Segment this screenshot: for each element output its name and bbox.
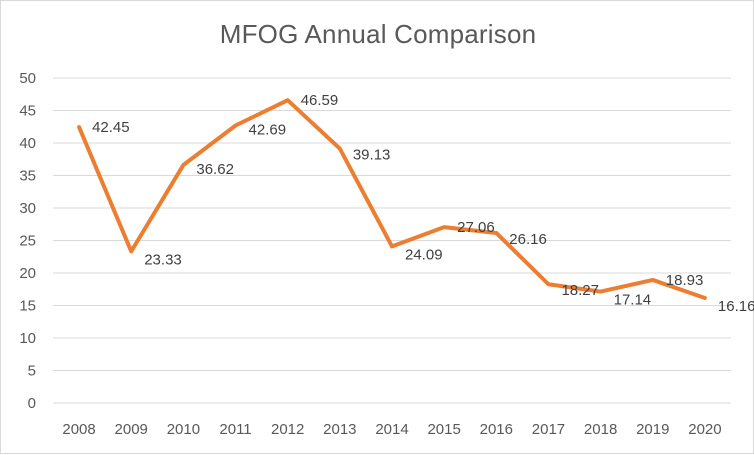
x-tick-label: 2015 [427, 421, 460, 438]
y-tick-label: 35 [19, 168, 36, 185]
x-tick-label: 2014 [375, 421, 408, 438]
data-label: 24.09 [405, 246, 443, 263]
x-tick-label: 2008 [62, 421, 95, 438]
data-label: 27.06 [457, 219, 495, 236]
data-label: 42.45 [92, 119, 130, 136]
y-tick-label: 50 [19, 70, 36, 87]
y-tick-label: 25 [19, 233, 36, 250]
x-tick-label: 2013 [323, 421, 356, 438]
data-label: 42.69 [249, 122, 287, 139]
data-label: 18.93 [666, 272, 704, 289]
data-label: 26.16 [509, 231, 547, 248]
y-tick-label: 45 [19, 103, 36, 120]
x-tick-label: 2010 [167, 421, 200, 438]
data-label: 36.62 [196, 161, 234, 178]
y-tick-label: 15 [19, 298, 36, 315]
series-line [77, 98, 707, 300]
x-axis-ticks: 2008 2009 2010 2011 2012 2013 2014 2015 2016 2017… [62, 421, 721, 438]
y-tick-label: 20 [19, 265, 36, 282]
x-tick-label: 2012 [271, 421, 304, 438]
data-label: 39.13 [353, 147, 391, 164]
data-label: 17.14 [614, 292, 652, 309]
x-tick-label: 2018 [584, 421, 617, 438]
x-tick-label: 2011 [219, 421, 251, 438]
y-tick-label: 0 [28, 395, 36, 412]
x-tick-label: 2016 [480, 421, 513, 438]
data-label: 18.27 [561, 282, 599, 299]
gridlines [53, 77, 731, 404]
x-tick-label: 2020 [688, 421, 721, 438]
y-tick-label: 5 [28, 363, 36, 380]
y-tick-label: 30 [19, 200, 36, 217]
data-label: 46.59 [301, 92, 339, 109]
y-tick-label: 40 [19, 135, 36, 152]
x-tick-label: 2017 [532, 421, 565, 438]
data-labels: 42.45 23.33 36.62 42.69 46.59 39.13 24.09 27.06… [92, 92, 754, 315]
x-tick-label: 2009 [115, 421, 148, 438]
x-tick-label: 2019 [636, 421, 669, 438]
chart-title: MFOG Annual Comparison [219, 19, 537, 49]
data-label: 23.33 [144, 251, 182, 268]
data-label: 16.16 [718, 298, 754, 315]
y-axis-ticks: 0 5 10 15 20 25 30 35 40 45 50 [19, 70, 36, 412]
series-layer [77, 98, 707, 300]
y-tick-label: 10 [19, 330, 36, 347]
